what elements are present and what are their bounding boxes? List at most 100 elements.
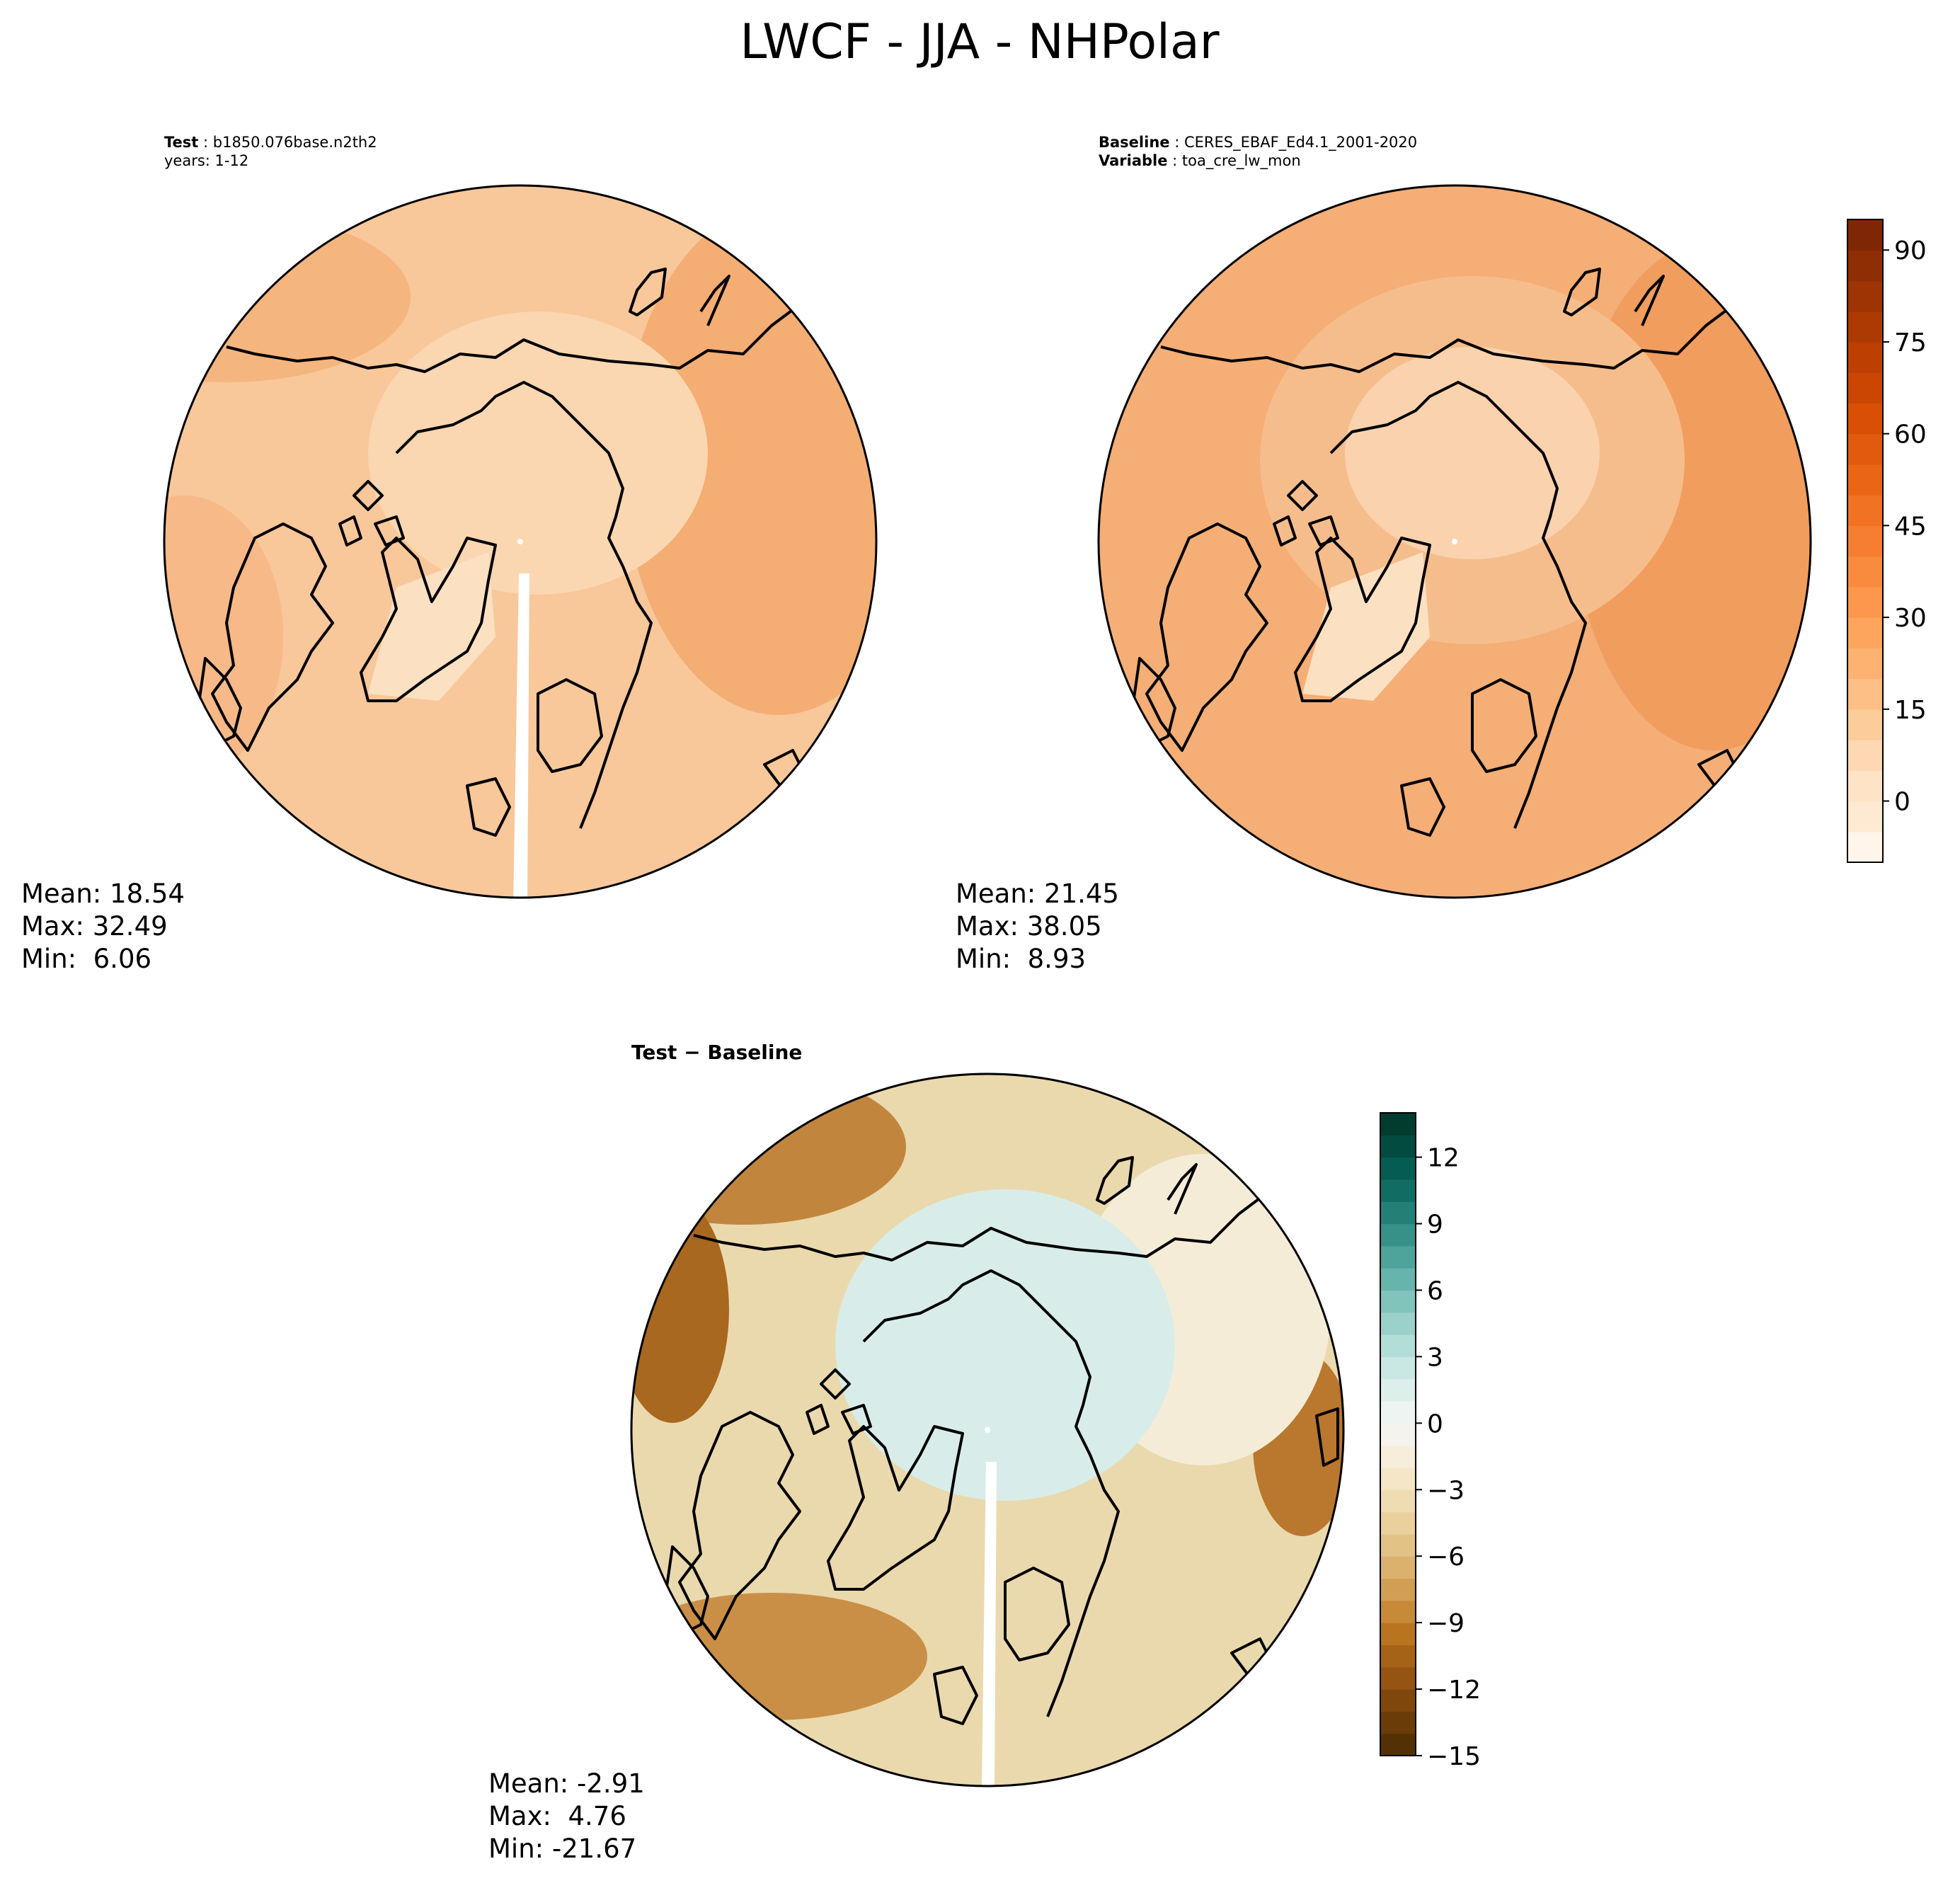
test-stat-min: Min: 6.06 — [21, 944, 151, 974]
test-pole-marker — [517, 539, 523, 544]
difference-colorbar-segment — [1380, 1334, 1416, 1358]
difference-region-0 — [835, 1189, 1175, 1501]
difference-missing-wedge — [982, 1462, 997, 1786]
absolute-colorbar-segment — [1847, 311, 1883, 343]
baseline-map — [1099, 185, 1811, 898]
test-header-key: Test — [164, 134, 198, 151]
difference-colorbar-segment — [1380, 1223, 1416, 1247]
absolute-colorbar-segment — [1847, 403, 1883, 435]
baseline-map-frame — [1097, 184, 1812, 899]
difference-colorbar-segment — [1380, 1245, 1416, 1269]
difference-colorbar-segment — [1380, 1356, 1416, 1380]
difference-colorbar-segment — [1380, 1600, 1416, 1623]
difference-region-1 — [631, 1074, 906, 1225]
absolute-colorbar-segment — [1847, 372, 1883, 404]
difference-map-frame — [630, 1072, 1345, 1787]
baseline-region-2 — [1345, 347, 1600, 559]
test-region-0b — [164, 496, 283, 779]
absolute-colorbar-segment — [1847, 525, 1883, 557]
absolute-colorbar-segment — [1847, 250, 1883, 282]
absolute-colorbar-tick-label: 90 — [1894, 236, 1927, 265]
difference-colorbar-segment — [1380, 1201, 1416, 1225]
test-region-0 — [164, 212, 411, 382]
difference-colorbar-segment — [1380, 1533, 1416, 1557]
difference-colorbar-segment — [1380, 1556, 1416, 1579]
difference-colorbar-segment — [1380, 1623, 1416, 1646]
absolute-colorbar-segment — [1847, 770, 1883, 802]
baseline-coastlines — [1131, 268, 1770, 837]
absolute-colorbar-segment — [1847, 495, 1883, 526]
absolute-colorbar-segment — [1847, 433, 1883, 465]
difference-colorbar-segment — [1380, 1312, 1416, 1335]
panel-test: Test : b1850.076base.n2th2 years: 1-12 — [21, 134, 878, 974]
test-header-years: years: 1-12 — [164, 152, 248, 169]
difference-colorbar-segment — [1380, 1578, 1416, 1601]
baseline-header-line2: Variable : toa_cre_lw_mon — [1099, 152, 1301, 170]
difference-colorbar-segment — [1380, 1423, 1416, 1446]
absolute-colorbar-segment — [1847, 740, 1883, 771]
difference-colorbar-segment — [1380, 1157, 1416, 1180]
absolute-colorbar-tick-label: 30 — [1894, 604, 1927, 633]
absolute-colorbar-tick-label: 75 — [1894, 328, 1927, 357]
absolute-colorbar-segment — [1847, 219, 1883, 251]
difference-colorbar-frame — [1380, 1112, 1416, 1756]
difference-colorbar-segment — [1380, 1733, 1416, 1756]
panel-difference: Test − Baseline — [488, 1041, 1345, 1864]
baseline-header-line1: Baseline : CERES_EBAF_Ed4.1_2001-2020 — [1099, 134, 1417, 151]
baseline-header-value: : CERES_EBAF_Ed4.1_2001-2020 — [1170, 134, 1418, 151]
difference-coastlines — [664, 1156, 1339, 1725]
difference-stat-max: Max: 4.76 — [488, 1801, 626, 1831]
variable-header-value: : toa_cre_lw_mon — [1167, 152, 1300, 170]
difference-colorbar-segment — [1380, 1489, 1416, 1513]
test-map — [164, 185, 876, 898]
baseline-stat-mean: Mean: 21.45 — [956, 879, 1119, 909]
difference-colorbar-tick-label: −15 — [1427, 1742, 1481, 1771]
difference-colorbar-segment — [1380, 1268, 1416, 1291]
absolute-colorbar-tick-label: 0 — [1894, 788, 1910, 817]
difference-colorbar-segment — [1380, 1401, 1416, 1424]
colorbar-difference: −15 −12 −9 −6 −3 0 3 6 9 12 — [1380, 1112, 1481, 1771]
absolute-colorbar-tick-label: 60 — [1894, 420, 1927, 450]
difference-colorbar-segment — [1380, 1445, 1416, 1468]
absolute-colorbar-segment — [1847, 831, 1883, 863]
difference-colorbar-segment — [1380, 1113, 1416, 1135]
test-region-3 — [368, 552, 495, 701]
baseline-pole-marker — [1452, 539, 1457, 544]
absolute-colorbar-segment — [1847, 280, 1883, 312]
difference-colorbar-segment — [1380, 1135, 1416, 1158]
difference-colorbar-tick-label: −12 — [1427, 1676, 1481, 1705]
difference-colorbar-segment — [1380, 1290, 1416, 1313]
difference-colorbar-segment — [1380, 1467, 1416, 1490]
absolute-colorbar-segment — [1847, 586, 1883, 618]
baseline-stat-max: Max: 38.05 — [956, 911, 1102, 942]
figure-title: LWCF - JJA - NHPolar — [740, 14, 1219, 70]
variable-header-key: Variable — [1099, 152, 1167, 169]
absolute-colorbar-segment — [1847, 556, 1883, 588]
test-header-line1: Test : b1850.076base.n2th2 — [164, 134, 377, 151]
panel-baseline: Baseline : CERES_EBAF_Ed4.1_2001-2020 Va… — [956, 134, 1812, 974]
absolute-colorbar-segment — [1847, 464, 1883, 496]
absolute-colorbar-segment — [1847, 678, 1883, 710]
absolute-colorbar-frame — [1847, 219, 1884, 863]
difference-colorbar-tick-label: 3 — [1427, 1343, 1443, 1372]
difference-colorbar-segment — [1380, 1711, 1416, 1734]
difference-colorbar-tick-label: 6 — [1427, 1276, 1443, 1305]
colorbar-absolute: 0 15 30 45 60 75 90 — [1847, 219, 1927, 863]
test-stat-mean: Mean: 18.54 — [21, 879, 185, 909]
test-header-value: : b1850.076base.n2th2 — [198, 134, 377, 151]
test-coastlines — [197, 268, 836, 837]
absolute-colorbar-tick-label: 45 — [1894, 512, 1927, 541]
absolute-colorbar-segment — [1847, 709, 1883, 740]
difference-header: Test − Baseline — [631, 1041, 802, 1064]
absolute-colorbar-tick-label: 15 — [1894, 696, 1927, 725]
difference-colorbar-segment — [1380, 1511, 1416, 1535]
difference-colorbar-segment — [1380, 1689, 1416, 1712]
difference-colorbar-segment — [1380, 1666, 1416, 1690]
baseline-stat-min: Min: 8.93 — [956, 944, 1086, 974]
difference-colorbar-segment — [1380, 1644, 1416, 1668]
difference-pole-marker — [985, 1427, 990, 1433]
difference-colorbar-segment — [1380, 1378, 1416, 1402]
difference-region-2b — [631, 1593, 927, 1720]
difference-colorbar-tick-label: 12 — [1427, 1144, 1460, 1173]
